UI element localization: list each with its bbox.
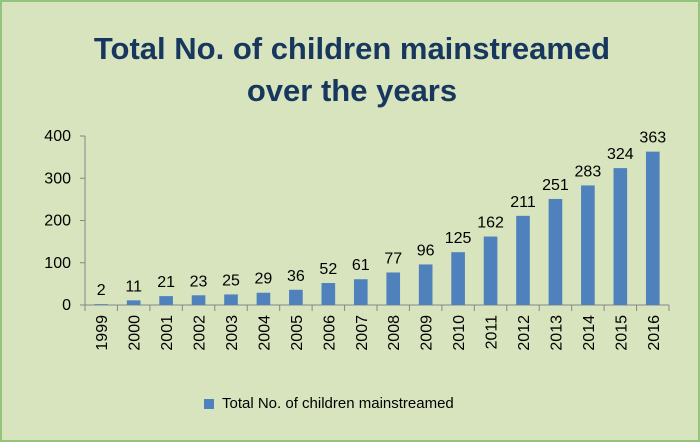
x-tick-label: 2007	[354, 315, 371, 351]
bar	[353, 279, 368, 305]
data-label: 36	[287, 268, 305, 285]
bar	[516, 215, 530, 305]
x-tick-label: 2002	[192, 315, 209, 351]
bar	[126, 300, 141, 305]
x-tick-label: 2004	[256, 315, 273, 351]
bar	[159, 296, 173, 305]
legend-key-swatch	[204, 398, 214, 409]
legend-label: Total No. of children mainstreamed	[222, 395, 454, 412]
x-tick-label: 1999	[94, 315, 111, 351]
chart-title-line-2: over the years	[246, 73, 458, 108]
x-tick-label: 2000	[127, 315, 144, 351]
y-tick-label: 400	[44, 128, 71, 145]
x-tick-label: 2010	[451, 315, 468, 351]
bar	[613, 168, 628, 305]
data-label: 61	[352, 257, 370, 274]
bar	[418, 264, 433, 305]
bar	[645, 151, 660, 305]
data-label: 23	[190, 273, 208, 290]
chart-title-line-1: Total No. of children mainstreamed	[93, 31, 611, 66]
bar	[548, 198, 563, 305]
bar	[581, 185, 595, 305]
x-tick-label: 2014	[581, 315, 598, 351]
data-label: 283	[575, 163, 602, 180]
data-label: 29	[255, 271, 273, 288]
x-tick-label: 2009	[419, 315, 436, 351]
data-label: 162	[477, 215, 504, 232]
x-tick-label: 2011	[484, 315, 501, 350]
bar	[451, 252, 465, 305]
x-tick-label: 2001	[159, 315, 176, 351]
bar	[386, 272, 401, 305]
data-label: 21	[157, 274, 175, 291]
x-tick-label: 2008	[386, 315, 403, 351]
data-label: 77	[384, 250, 402, 267]
x-tick-label: 2016	[646, 315, 663, 351]
y-tick-label: 100	[44, 255, 71, 272]
bar	[289, 289, 303, 305]
bar	[483, 236, 498, 305]
data-label: 125	[445, 230, 472, 247]
bar	[224, 294, 238, 305]
x-tick-label: 2015	[613, 315, 630, 351]
data-label: 324	[607, 146, 634, 163]
data-label: 96	[417, 242, 435, 259]
chart-title: Total No. of children mainstreamed over …	[2, 28, 700, 112]
data-label: 363	[639, 130, 666, 147]
x-tick-label: 2012	[516, 315, 533, 351]
x-tick-label: 2013	[548, 315, 565, 351]
bar	[191, 295, 206, 305]
data-label: 11	[125, 278, 142, 295]
y-tick-label: 200	[44, 213, 71, 230]
data-label: 52	[319, 261, 337, 278]
data-label: 2	[97, 282, 106, 299]
data-label: 251	[542, 177, 569, 194]
bar	[94, 304, 109, 305]
bar	[256, 292, 271, 305]
x-tick-label: 2003	[224, 315, 241, 351]
data-label: 211	[510, 194, 536, 211]
x-tick-label: 2006	[321, 315, 338, 351]
y-tick-label: 300	[44, 170, 71, 187]
legend: Total No. of children mainstreamed	[204, 395, 454, 412]
y-tick-label: 0	[62, 297, 71, 314]
x-tick-label: 2005	[289, 315, 306, 351]
bar	[321, 283, 336, 305]
data-label: 25	[222, 272, 240, 289]
